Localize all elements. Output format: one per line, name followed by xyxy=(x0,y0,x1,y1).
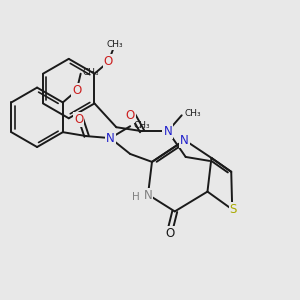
Text: CH₃: CH₃ xyxy=(133,121,150,130)
Text: N: N xyxy=(144,189,152,202)
Text: O: O xyxy=(72,84,81,97)
Text: O: O xyxy=(74,113,83,126)
Text: CH₃: CH₃ xyxy=(107,40,124,50)
Text: CH₃: CH₃ xyxy=(82,68,99,77)
Text: O: O xyxy=(125,109,135,122)
Text: O: O xyxy=(165,227,174,240)
Text: CH₃: CH₃ xyxy=(185,109,201,118)
Text: N: N xyxy=(164,125,172,138)
Text: N: N xyxy=(180,134,189,147)
Text: S: S xyxy=(230,203,237,216)
Text: H: H xyxy=(132,192,140,202)
Text: N: N xyxy=(106,132,115,145)
Text: O: O xyxy=(104,55,113,68)
